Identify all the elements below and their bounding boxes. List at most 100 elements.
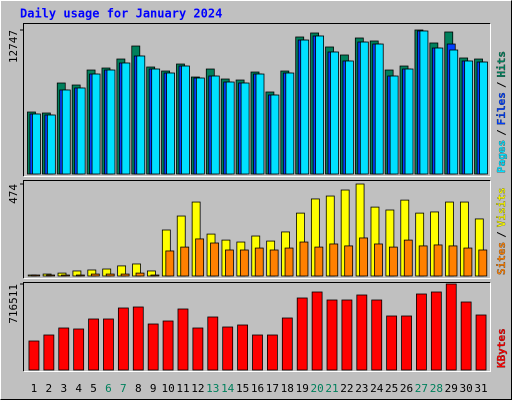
bar (88, 318, 99, 371)
x-tick-label: 3 (60, 382, 67, 395)
panel-bevel (23, 180, 491, 279)
bar (61, 274, 70, 277)
bar (121, 62, 131, 175)
bar (416, 293, 427, 371)
bar (389, 75, 399, 175)
x-tick-label: 23 (355, 382, 368, 395)
bar (222, 326, 234, 371)
bar (136, 55, 146, 175)
bar (90, 273, 100, 277)
panel-bevel (23, 23, 491, 177)
bar (326, 299, 338, 371)
bar (330, 51, 339, 175)
x-tick-label: 13 (206, 382, 219, 395)
bar (46, 274, 56, 277)
x-tick-label: 26 (400, 382, 413, 395)
x-tick-label: 8 (135, 382, 142, 395)
legend: KBytes (495, 328, 508, 368)
legend: Sites / Visits (495, 188, 508, 276)
bar (150, 274, 160, 277)
legend-separator: / (495, 81, 508, 88)
legend-separator: / (495, 129, 508, 136)
bar (329, 243, 339, 277)
bar (132, 306, 144, 371)
bar (177, 308, 189, 371)
x-tick-label: 19 (296, 382, 309, 395)
bar (58, 327, 70, 371)
x-tick-label: 25 (385, 382, 398, 395)
y-tick-label: 474 (7, 184, 20, 204)
x-tick-label: 10 (161, 382, 174, 395)
bar (151, 68, 161, 175)
bar (181, 65, 190, 175)
bar (403, 239, 413, 277)
x-tick-label: 29 (445, 382, 458, 395)
bar (434, 47, 444, 175)
panel-bevel (23, 282, 491, 372)
bar (371, 299, 383, 371)
bar (300, 39, 310, 175)
bar (207, 316, 219, 371)
bar (299, 241, 309, 277)
x-tick-label: 1 (31, 382, 38, 395)
x-tick-label: 31 (474, 382, 487, 395)
bar (356, 294, 368, 371)
bar (344, 245, 354, 277)
x-tick-label: 11 (176, 382, 189, 395)
x-tick-label: 7 (120, 382, 127, 395)
bar (401, 315, 412, 371)
bar (475, 314, 487, 371)
bar (106, 69, 116, 175)
bar (419, 30, 429, 175)
bar (73, 328, 85, 371)
bar (76, 274, 85, 277)
bar (479, 61, 488, 175)
bar (210, 242, 219, 277)
chart-title: Daily usage for January 2024 (20, 7, 222, 21)
x-tick-label: 16 (251, 382, 264, 395)
bar (374, 43, 384, 175)
bar (315, 35, 325, 175)
panel-bevel (23, 23, 491, 177)
bar (105, 273, 115, 277)
bar (311, 291, 323, 371)
bar (448, 245, 458, 277)
x-tick-label: 14 (221, 382, 235, 395)
bar (386, 315, 398, 371)
bar (269, 249, 279, 277)
bar (463, 247, 473, 277)
bar (359, 237, 368, 277)
bar (341, 299, 353, 371)
bar (359, 41, 369, 175)
panel-bevel (23, 180, 491, 279)
bar (28, 340, 40, 371)
bar (166, 72, 175, 175)
x-tick-label: 24 (370, 382, 384, 395)
bar (76, 87, 86, 175)
x-tick-label: 5 (90, 382, 97, 395)
x-tick-label: 15 (236, 382, 249, 395)
bar (374, 243, 383, 277)
bar (117, 307, 129, 371)
x-tick-label: 4 (75, 382, 82, 395)
bar (449, 49, 459, 175)
legend-entry: KBytes (495, 328, 508, 368)
bar (433, 244, 443, 277)
bar (388, 246, 398, 277)
bar (281, 317, 293, 371)
x-tick-label: 30 (460, 382, 473, 395)
x-tick-label: 12 (191, 382, 204, 395)
bar (237, 324, 248, 371)
bar (147, 323, 159, 371)
bar (192, 327, 204, 371)
x-tick-label: 28 (430, 382, 443, 395)
panel-bevel (23, 282, 491, 372)
bar (120, 273, 130, 277)
y-tick-label: 716511 (7, 284, 20, 324)
bar (43, 334, 55, 371)
bar (103, 318, 114, 371)
bar (61, 89, 71, 175)
bar (285, 72, 295, 175)
bar (162, 320, 174, 371)
